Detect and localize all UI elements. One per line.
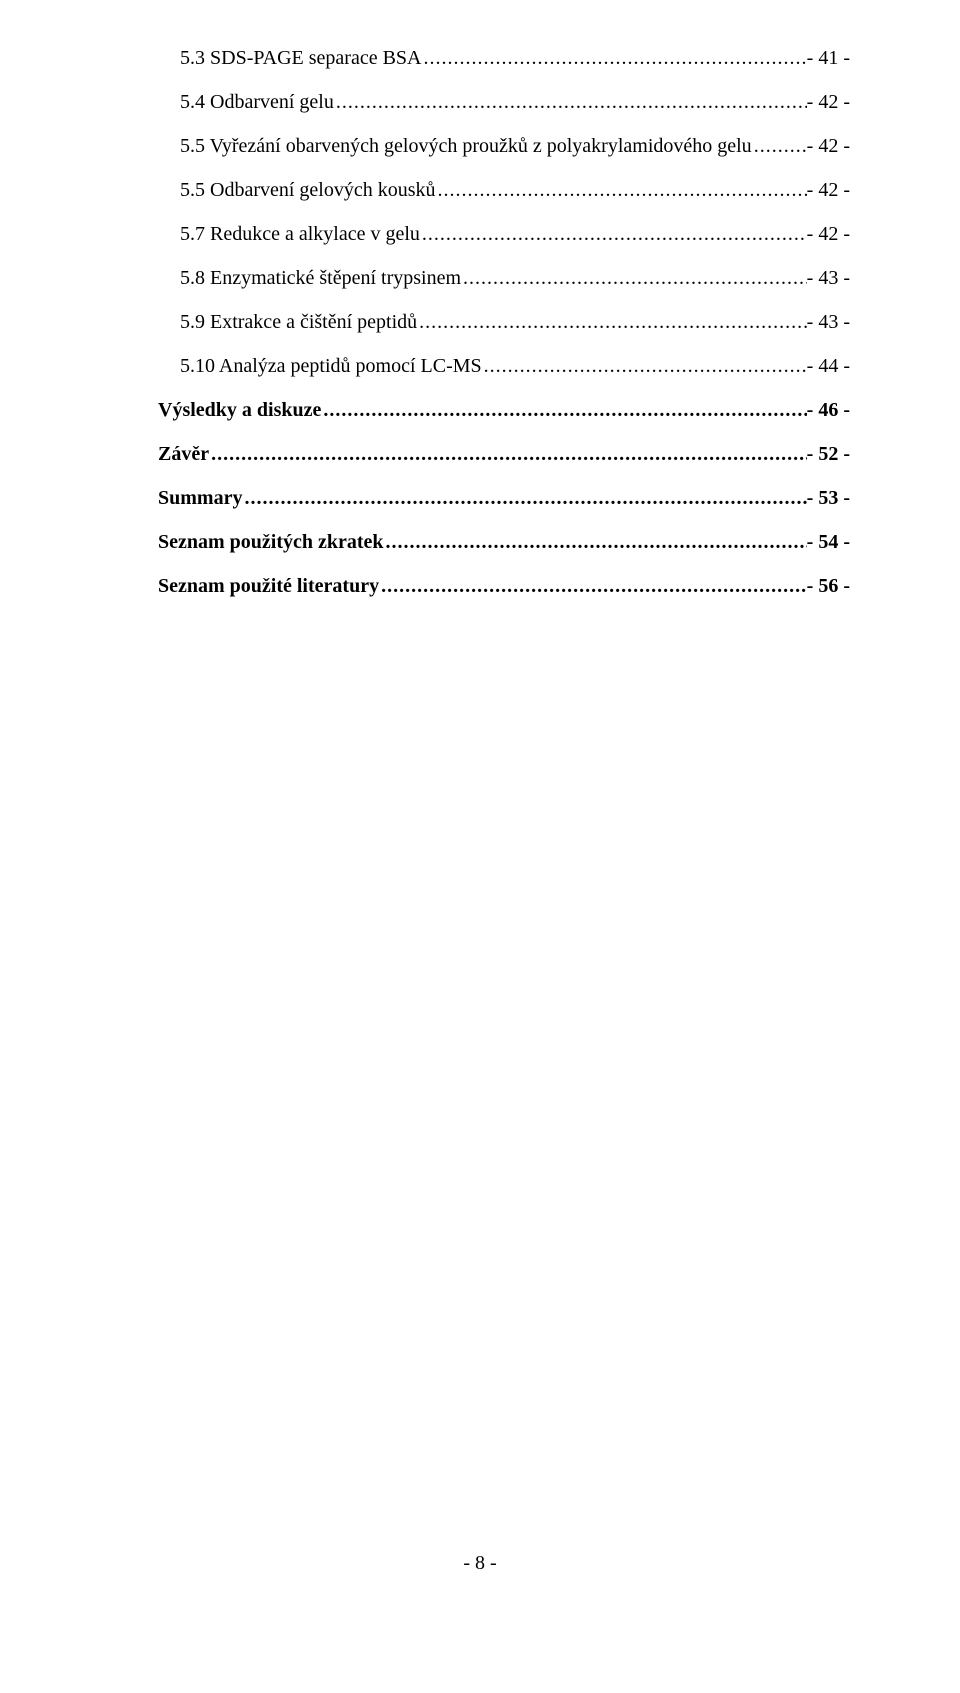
toc-entry-leader (417, 302, 807, 342)
toc-entry-leader (420, 214, 807, 254)
toc-entry-page: - 41 - (807, 38, 850, 78)
toc-entry-leader (421, 38, 806, 78)
toc-entry-page: - 53 - (807, 478, 850, 518)
toc-entry-leader (436, 170, 807, 210)
toc-entry-leader (752, 126, 807, 166)
toc-entry-page: - 42 - (807, 126, 850, 166)
toc-entry-label: Výsledky a diskuze (158, 390, 321, 430)
toc-entry-page: - 54 - (807, 522, 850, 562)
toc-entry: 5.3 SDS-PAGE separace BSA - 41 - (158, 38, 850, 78)
toc-entry-label: 5.8 Enzymatické štěpení trypsinem (180, 258, 461, 298)
toc-entry-leader (334, 82, 807, 122)
toc-entry-label: 5.10 Analýza peptidů pomocí LC-MS (180, 346, 482, 386)
toc-entry-leader (209, 434, 807, 474)
toc-entry: Seznam použité literatury - 56 - (158, 566, 850, 606)
toc-entry-leader (384, 522, 807, 562)
toc-entry-label: 5.4 Odbarvení gelu (180, 82, 334, 122)
toc-entry: Výsledky a diskuze - 46 - (158, 390, 850, 430)
toc-entry-page: - 42 - (807, 214, 850, 254)
toc-entry: Seznam použitých zkratek - 54 - (158, 522, 850, 562)
toc-entry-leader (321, 390, 806, 430)
toc-entry-label: Summary (158, 478, 242, 518)
page-number: - 8 - (0, 1543, 960, 1583)
toc-entry-label: Seznam použitých zkratek (158, 522, 384, 562)
toc-entry-label: 5.3 SDS-PAGE separace BSA (180, 38, 421, 78)
toc-entry-label: 5.5 Odbarvení gelových kousků (180, 170, 436, 210)
toc-entry: 5.4 Odbarvení gelu - 42 - (158, 82, 850, 122)
toc-entry-page: - 44 - (807, 346, 850, 386)
toc-entry: 5.9 Extrakce a čištění peptidů - 43 - (158, 302, 850, 342)
toc-entry-page: - 42 - (807, 82, 850, 122)
toc-entry-leader (379, 566, 807, 606)
toc-entry: 5.5 Odbarvení gelových kousků - 42 - (158, 170, 850, 210)
toc-entry-label: 5.9 Extrakce a čištění peptidů (180, 302, 417, 342)
toc-entry-leader (482, 346, 807, 386)
toc-entry-page: - 43 - (807, 258, 850, 298)
toc-entry-label: 5.7 Redukce a alkylace v gelu (180, 214, 420, 254)
toc-entry-leader (461, 258, 807, 298)
toc-entry: 5.7 Redukce a alkylace v gelu - 42 - (158, 214, 850, 254)
toc-entry: 5.5 Vyřezání obarvených gelových proužků… (158, 126, 850, 166)
toc-entry: Summary - 53 - (158, 478, 850, 518)
toc-entry-label: Seznam použité literatury (158, 566, 379, 606)
toc-entry-leader (242, 478, 806, 518)
toc-entry-label: Závěr (158, 434, 209, 474)
table-of-contents: 5.3 SDS-PAGE separace BSA- 41 -5.4 Odbar… (158, 38, 850, 606)
toc-entry-label: 5.5 Vyřezání obarvených gelových proužků… (180, 126, 752, 166)
toc-entry-page: - 52 - (807, 434, 850, 474)
toc-entry-page: - 56 - (807, 566, 850, 606)
toc-entry: 5.8 Enzymatické štěpení trypsinem - 43 - (158, 258, 850, 298)
toc-entry: 5.10 Analýza peptidů pomocí LC-MS - 44 - (158, 346, 850, 386)
toc-entry: Závěr - 52 - (158, 434, 850, 474)
toc-entry-page: - 43 - (807, 302, 850, 342)
toc-entry-page: - 42 - (807, 170, 850, 210)
toc-entry-page: - 46 - (807, 390, 850, 430)
